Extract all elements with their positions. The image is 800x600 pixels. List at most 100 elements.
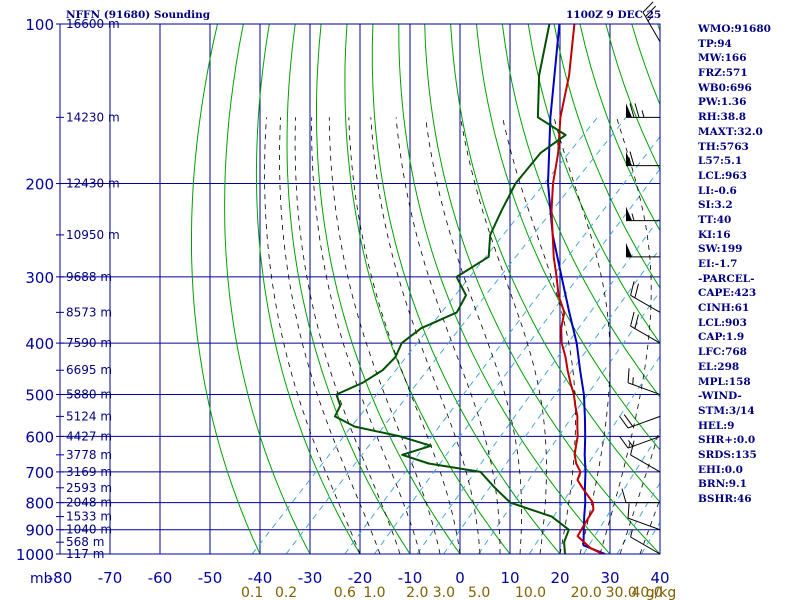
temperature-label: -20 bbox=[348, 569, 373, 587]
mixing-ratio-line bbox=[251, 116, 598, 554]
dry-adiabat bbox=[224, 24, 311, 554]
height-label: 7590 m bbox=[66, 336, 112, 350]
height-label: 568 m bbox=[66, 535, 104, 549]
moist-adiabat bbox=[311, 117, 421, 554]
index-18: CAPE:423 bbox=[698, 287, 757, 300]
temperature-label: -70 bbox=[98, 569, 123, 587]
index-15: SW:199 bbox=[698, 243, 743, 256]
index-2: MW:166 bbox=[698, 52, 747, 65]
sounding-indices-panel: WMO:91680 TP:94 MW:166 FRZ:571 WB0:696 PW:1.3… bbox=[698, 22, 798, 507]
wind-barb bbox=[626, 151, 660, 167]
dry-adiabat bbox=[191, 24, 261, 554]
index-24: MPL:158 bbox=[698, 375, 751, 388]
index-9: L57:5.1 bbox=[698, 155, 743, 168]
height-label: 117 m bbox=[66, 547, 104, 561]
wind-barb bbox=[619, 435, 661, 449]
wind-barb bbox=[630, 440, 661, 473]
mixing-ratio-line bbox=[478, 290, 660, 554]
height-label: 3778 m bbox=[66, 448, 112, 462]
mixing-ratio-line bbox=[416, 216, 660, 554]
index-30: EHI:0.0 bbox=[698, 463, 743, 476]
index-11: LI:-0.6 bbox=[698, 184, 737, 197]
index-23: EL:298 bbox=[698, 360, 740, 373]
mixing-ratio-label: 0.2 bbox=[275, 585, 297, 600]
index-7: MAXT:32.0 bbox=[698, 125, 763, 138]
parcel-trace bbox=[547, 24, 606, 554]
mixing-ratio-label: 30.0 bbox=[606, 585, 637, 600]
height-label: 5124 m bbox=[66, 409, 112, 423]
height-label: 3169 m bbox=[66, 465, 112, 479]
index-14: KI:16 bbox=[698, 228, 731, 241]
temperature-label: 0 bbox=[455, 569, 465, 587]
temperature-trace bbox=[550, 24, 603, 554]
index-4: WB0:696 bbox=[698, 81, 752, 94]
dry-adiabat bbox=[316, 24, 461, 554]
temperature-label: -40 bbox=[248, 569, 273, 587]
dry-adiabat bbox=[501, 24, 660, 398]
temperature-label: -50 bbox=[198, 569, 223, 587]
index-0: WMO:91680 bbox=[698, 23, 771, 35]
mixing-ratio-line bbox=[285, 116, 627, 554]
wind-barb bbox=[619, 414, 661, 429]
plot-area bbox=[60, 24, 660, 554]
mixing-ratio-line bbox=[373, 168, 660, 554]
dry-adiabat bbox=[371, 24, 561, 554]
index-27: HEL:9 bbox=[698, 419, 735, 432]
height-label: 5880 m bbox=[66, 387, 112, 401]
dry-adiabat bbox=[450, 24, 660, 503]
pressure-label-500: 500 bbox=[25, 386, 54, 404]
moist-adiabat bbox=[395, 117, 501, 554]
wind-barb bbox=[642, 1, 661, 42]
index-1: TP:94 bbox=[698, 37, 732, 50]
dry-adiabat bbox=[398, 24, 611, 554]
index-3: FRZ:571 bbox=[698, 67, 748, 80]
wind-barb bbox=[621, 488, 660, 504]
index-29: SRDS:135 bbox=[698, 448, 757, 461]
moist-adiabat bbox=[502, 117, 576, 554]
observation-time: 1100Z 9 DEC 25 bbox=[566, 9, 662, 21]
temperature-label: -10 bbox=[398, 569, 423, 587]
wind-barb bbox=[630, 529, 661, 555]
index-21: CAP:1.9 bbox=[698, 331, 745, 344]
index-16: EI:-1.7 bbox=[698, 258, 738, 270]
index-28: SHR+:0.0 bbox=[698, 434, 756, 447]
height-label: 6695 m bbox=[66, 363, 112, 377]
wind-barb bbox=[626, 103, 660, 118]
index-13: TT:40 bbox=[698, 213, 732, 226]
temperature-label: 20 bbox=[550, 569, 569, 587]
temperature-label: 10 bbox=[500, 569, 519, 587]
mixing-ratio-label: 10.0 bbox=[515, 585, 546, 600]
dry-adiabat bbox=[255, 24, 361, 554]
index-32: BSHR:46 bbox=[698, 493, 752, 505]
pressure-label-1000: 1000 bbox=[16, 546, 54, 564]
index-22: LFC:768 bbox=[698, 346, 747, 359]
mixing-ratio-label: 20.0 bbox=[571, 585, 602, 600]
height-label: 1040 m bbox=[66, 523, 112, 537]
index-12: SI:3.2 bbox=[698, 199, 733, 212]
height-label: 10950 m bbox=[66, 228, 120, 242]
pressure-label-400: 400 bbox=[25, 335, 54, 353]
wind-barb bbox=[630, 281, 661, 313]
index-8: TH:5763 bbox=[698, 140, 749, 153]
index-20: LCL:903 bbox=[698, 316, 747, 329]
index-17: -PARCEL- bbox=[698, 272, 755, 285]
height-label: 14230 m bbox=[66, 110, 120, 124]
moist-adiabat bbox=[425, 117, 522, 554]
height-label: 8573 m bbox=[66, 305, 112, 319]
moist-adiabat bbox=[599, 117, 652, 554]
pressure-label-700: 700 bbox=[25, 464, 54, 482]
wind-barb bbox=[630, 311, 661, 344]
wind-barb bbox=[626, 206, 660, 222]
pressure-label-800: 800 bbox=[25, 495, 54, 513]
pressure-label-300: 300 bbox=[25, 269, 54, 287]
wind-barb bbox=[626, 242, 660, 258]
mixing-ratio-line bbox=[344, 135, 660, 554]
mixing-ratio-label: 5.0 bbox=[468, 585, 490, 600]
moist-adiabat bbox=[370, 117, 481, 554]
mixing-ratio-line bbox=[443, 247, 660, 554]
temperature-label: -60 bbox=[148, 569, 173, 587]
pressure-label-200: 200 bbox=[25, 176, 54, 194]
pressure-label-100: 100 bbox=[25, 16, 54, 34]
height-label: 12430 m bbox=[66, 177, 120, 191]
mixing-ratio-label: 3.0 bbox=[433, 585, 455, 600]
